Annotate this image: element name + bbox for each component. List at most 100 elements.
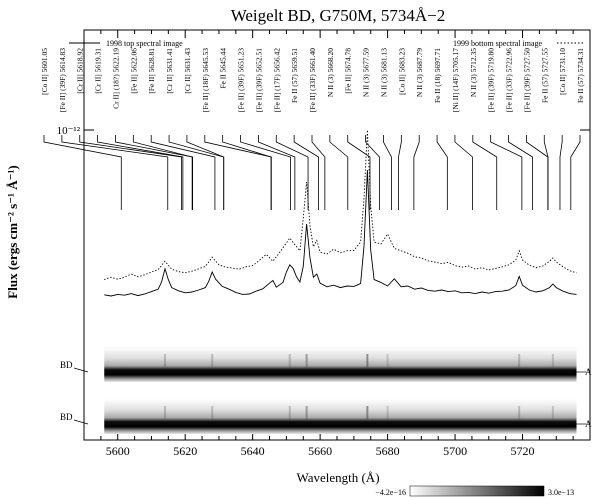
chart-title: Weigelt BD, G750M, 5734Å−2 [231, 6, 446, 25]
line-id-label: [Ni II] (14F) 5705.17 [451, 48, 460, 112]
line-id-leader [115, 135, 193, 210]
spectral-image-strip [104, 346, 577, 382]
line-id-leader [186, 135, 225, 210]
x-tick-label: 5700 [443, 444, 467, 458]
line-id-leader [275, 135, 309, 210]
emission-streak [366, 406, 369, 420]
x-tick-label: 5680 [376, 444, 400, 458]
line-id-leader [454, 135, 473, 210]
strip-left-label: BD [60, 360, 73, 370]
strip-left-pointer [73, 419, 89, 425]
line-id-leader [559, 135, 563, 210]
line-id-leader [222, 135, 272, 210]
series-1998-line [104, 169, 577, 297]
line-id-label: [Cr II] 5631.41 [165, 48, 174, 94]
line-id-label: N II (3) 5681.13 [379, 48, 388, 97]
emission-streak [551, 406, 554, 420]
line-id-label: [Fe II] (39F) 5614.83 [58, 48, 67, 112]
spectrum-series [104, 129, 577, 297]
line-id-leader [258, 135, 296, 210]
emission-streak [163, 354, 166, 368]
line-id-leader [570, 135, 581, 210]
strip-left-pointer [73, 367, 89, 373]
line-id-leader [311, 135, 326, 210]
line-id-label: [Fe II] 5674.78 [344, 48, 353, 94]
line-id-label: [Co II] 5601.05 [40, 48, 49, 95]
y-axis-label: Flux (ergs cm⁻² s⁻¹ Å⁻¹) [5, 165, 20, 298]
legend-label-right: 1999 bottom spectral image [453, 39, 543, 48]
line-id-label: [Fe II] (39F) 5652.51 [254, 48, 263, 112]
line-id-label: Fe II (57) 5734.31 [576, 48, 585, 103]
line-id-leader [79, 135, 182, 210]
y-tick-label: 10⁻¹² [57, 125, 81, 137]
colorbar [409, 485, 545, 497]
line-id-label: Fe II (18) 5697.71 [433, 48, 442, 103]
line-id-label: [Co II] 5731.10 [558, 48, 567, 95]
line-id-label: [Cr II] 5618.92 [76, 48, 85, 94]
legend-left: 1998 top spectral image [69, 39, 183, 48]
emission-streak [518, 354, 521, 368]
line-id-leader [43, 135, 122, 210]
line-id-label: [Fe II] (39F) 5719.80 [487, 48, 496, 112]
emission-streak [386, 354, 389, 368]
emission-streak [288, 406, 291, 420]
line-id-label: Fe II 5645.44 [219, 48, 228, 89]
emission-streak [366, 354, 369, 368]
x-tick-label: 5640 [241, 444, 265, 458]
x-tick-label: 5720 [511, 444, 535, 458]
x-ticks: 5600 5620 5640 5660 5680 5700 5720 [100, 30, 574, 458]
colorbar-max-label: 3.0e−13 [548, 488, 574, 497]
line-id-leader [329, 135, 349, 210]
line-id-label: Fe II (57) 5727.55 [540, 48, 549, 103]
emission-streak [386, 406, 389, 420]
line-id-label: Cr II] (18?) 5622.19 [111, 48, 120, 109]
line-id-label: [Fe II] (33F) 5661.40 [308, 48, 317, 112]
emission-streak [518, 406, 521, 420]
line-id-leader [526, 135, 549, 210]
legend-right: 1999 bottom spectral image [453, 39, 585, 48]
line-id-label: N II (3) 5668.20 [326, 48, 335, 97]
line-id-label: [Fe II] 5622.06 [129, 48, 138, 94]
emission-streak [305, 406, 308, 420]
line-id-label: [Fe II] (39F) 5727.50 [522, 48, 531, 112]
line-id-label: [Fe II] 5628.81 [147, 48, 156, 94]
x-axis-label: Wavelength (Å) [296, 470, 379, 485]
strip-left-label: BD [60, 412, 73, 422]
emission-streak [211, 354, 214, 368]
line-id-leader [413, 135, 420, 210]
spectral-images: BD A BD A [60, 346, 592, 434]
line-identifications: [Co II] 5601.05 [Fe II] (39F) 5614.83 [Cr … [40, 48, 585, 210]
emission-streak [288, 354, 291, 368]
series-1999-line [104, 129, 577, 281]
line-id-leader [132, 135, 193, 210]
line-id-leader [398, 135, 402, 210]
x-tick-label: 5600 [106, 444, 130, 458]
x-tick-label: 5660 [308, 444, 332, 458]
line-id-leader [543, 135, 549, 210]
line-id-leader [472, 135, 498, 210]
line-id-label: Fe II (57) 5659.51 [290, 48, 299, 103]
spectral-image-strip [104, 398, 577, 434]
line-id-leader [365, 135, 380, 210]
line-id-leader [293, 135, 319, 210]
emission-streak [551, 354, 554, 368]
line-id-leader [240, 135, 291, 210]
line-id-label: [Cr II] 5619.31 [94, 48, 103, 94]
line-id-label: N II (3) 5687.79 [415, 48, 424, 97]
line-id-label: [Fe II] (18F) 5645.53 [201, 48, 210, 112]
line-id-leader [150, 135, 216, 210]
strip-right-label: A [585, 419, 592, 429]
line-id-leader [97, 135, 184, 210]
line-id-label: [Cr II] 5631.43 [183, 48, 192, 94]
line-id-label: N II (3) 5677.59 [362, 48, 371, 97]
emission-streak [211, 406, 214, 420]
line-id-leader [490, 135, 523, 210]
strip-right-label: A [585, 367, 592, 377]
line-id-label: [Fe II] (33F) 5722.96 [505, 48, 514, 112]
legend-label-left: 1998 top spectral image [106, 39, 183, 48]
x-tick-label: 5620 [173, 444, 197, 458]
line-id-label: [Co II] 5683.23 [397, 48, 406, 95]
colorbar-min-label: −4.2e−16 [375, 488, 406, 497]
line-id-leader [347, 135, 371, 210]
